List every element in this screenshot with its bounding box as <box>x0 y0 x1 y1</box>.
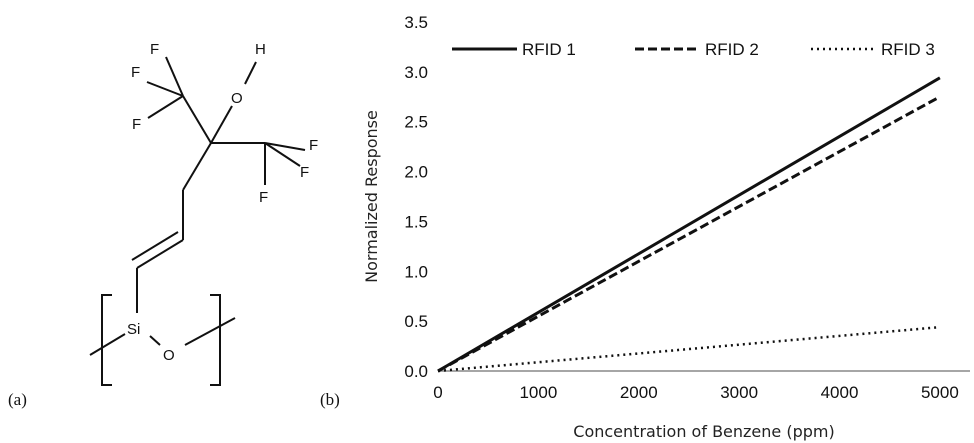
bond-cf-2 <box>146 81 184 97</box>
atom-f2: F <box>131 64 140 81</box>
bond-o-h <box>244 61 257 85</box>
bond-cf-3 <box>147 95 184 119</box>
y-tick-label: 0.0 <box>404 362 428 381</box>
bond-cf-4 <box>264 142 306 151</box>
series-line-3 <box>437 325 940 373</box>
bond-si-left <box>89 333 126 356</box>
x-tick-label: 2000 <box>620 383 658 402</box>
bond-cf-5 <box>264 142 301 167</box>
y-axis-title: Normalized Response <box>362 110 381 283</box>
atom-f6: F <box>259 189 268 206</box>
bond-si-o <box>149 335 161 346</box>
bracket-left <box>101 294 112 386</box>
atom-si: Si <box>127 321 140 338</box>
y-tick-label: 1.0 <box>404 262 428 281</box>
x-axis-title: Concentration of Benzene (ppm) <box>573 422 834 441</box>
x-tick-label: 4000 <box>821 383 859 402</box>
legend-label-2: RFID 2 <box>705 40 759 59</box>
bond-cf-1 <box>165 56 184 97</box>
legend-label-3: RFID 3 <box>881 40 935 59</box>
atom-h: H <box>255 41 266 58</box>
atom-f5: F <box>300 164 309 181</box>
y-tick-label: 3.5 <box>404 13 428 32</box>
x-tick-label: 3000 <box>720 383 758 402</box>
bond-c-c-left <box>182 95 212 144</box>
atom-f1: F <box>150 41 159 58</box>
bond-c-ch2 <box>182 142 212 191</box>
molecule-structure: F F F O H F F F Si O <box>89 41 318 386</box>
bracket-right <box>210 294 221 386</box>
bond-o-right <box>184 317 236 346</box>
series-line-1 <box>437 76 941 373</box>
bond-double-2 <box>131 231 179 261</box>
x-tick-label: 1000 <box>519 383 557 402</box>
legend-label-1: RFID 1 <box>522 40 576 59</box>
atom-f4: F <box>309 137 318 154</box>
x-tick-label: 5000 <box>921 383 959 402</box>
atom-o-hydroxyl: O <box>231 90 243 107</box>
line-chart: Normalized Response Concentration of Ben… <box>362 13 970 441</box>
bond-double-1 <box>136 239 184 269</box>
x-tick-label: 0 <box>433 383 442 402</box>
panel-label-a: (a) <box>8 390 27 409</box>
y-tick-label: 3.0 <box>404 63 428 82</box>
series-line-2 <box>437 95 941 373</box>
y-tick-label: 1.5 <box>404 212 428 231</box>
panel-label-b: (b) <box>320 390 340 409</box>
atom-o-chain: O <box>163 347 175 364</box>
y-tick-label: 2.5 <box>404 113 428 132</box>
y-tick-label: 0.5 <box>404 312 428 331</box>
y-tick-label: 2.0 <box>404 163 428 182</box>
atom-f3: F <box>132 116 141 133</box>
bond-c-o <box>210 105 233 144</box>
